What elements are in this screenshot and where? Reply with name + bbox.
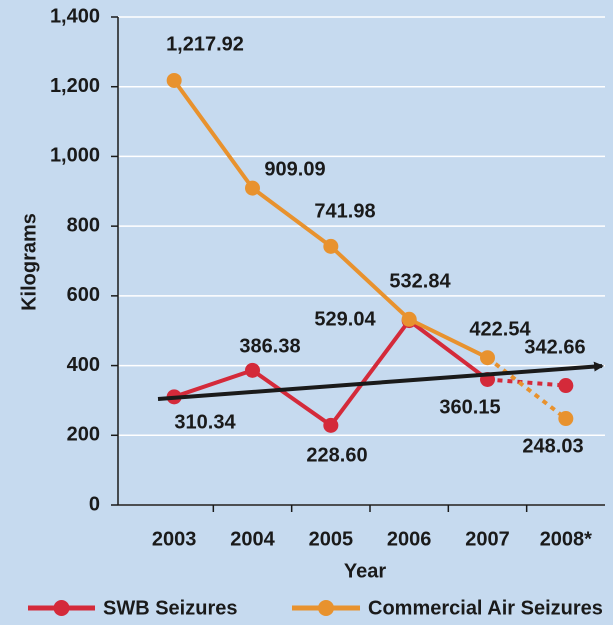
data-labels: 310.34 386.38 228.60 529.04 360.15 342.66 1,21… bbox=[166, 33, 586, 466]
data-label: 342.66 bbox=[524, 336, 585, 358]
data-label: 228.60 bbox=[306, 444, 367, 466]
legend-marker bbox=[53, 600, 70, 616]
data-point bbox=[166, 72, 182, 88]
data-label: 532.84 bbox=[389, 270, 451, 292]
data-label: 386.38 bbox=[239, 335, 300, 357]
data-label: 909.09 bbox=[264, 158, 325, 180]
x-tick-label: 2007 bbox=[465, 528, 510, 550]
legend-marker bbox=[318, 600, 334, 616]
x-axis-title: Year bbox=[344, 560, 386, 582]
y-axis-title: Kilograms bbox=[18, 213, 40, 311]
x-tick-label: 2004 bbox=[230, 528, 275, 550]
data-point bbox=[401, 311, 417, 327]
data-point bbox=[245, 180, 260, 196]
y-tick-label: 0 bbox=[89, 493, 100, 515]
projected-line bbox=[487, 377, 566, 388]
data-label: 422.54 bbox=[469, 318, 531, 340]
data-point bbox=[323, 238, 339, 254]
x-tick-label: 2008* bbox=[540, 528, 592, 550]
data-label: 360.15 bbox=[439, 396, 500, 418]
y-tick-label: 600 bbox=[67, 284, 100, 306]
trend-arrow bbox=[157, 361, 604, 401]
x-tick-label: 2005 bbox=[309, 528, 354, 550]
data-point bbox=[323, 417, 339, 433]
legend-label: SWB Seizures bbox=[103, 597, 237, 619]
data-label: 741.98 bbox=[314, 200, 375, 222]
data-label: 310.34 bbox=[174, 411, 236, 433]
data-point bbox=[480, 350, 495, 366]
projected-line bbox=[486, 356, 568, 421]
y-tick-label: 800 bbox=[67, 214, 100, 236]
x-tick-label: 2003 bbox=[152, 528, 197, 550]
y-tick-label: 1,000 bbox=[50, 145, 100, 167]
y-tick-label: 1,200 bbox=[50, 75, 100, 97]
data-point bbox=[558, 411, 574, 427]
data-label: 529.04 bbox=[314, 308, 376, 330]
data-label: 1,217.92 bbox=[166, 33, 244, 55]
data-label: 248.03 bbox=[522, 435, 583, 457]
y-tick-label: 400 bbox=[67, 354, 100, 376]
y-tick-label: 200 bbox=[67, 424, 100, 446]
plot bbox=[166, 72, 574, 433]
x-tick-label: 2006 bbox=[387, 528, 432, 550]
legend-label: Commercial Air Seizures bbox=[368, 597, 603, 619]
data-point bbox=[558, 378, 574, 394]
y-tick-label: 1,400 bbox=[50, 5, 100, 27]
data-point bbox=[245, 362, 260, 378]
